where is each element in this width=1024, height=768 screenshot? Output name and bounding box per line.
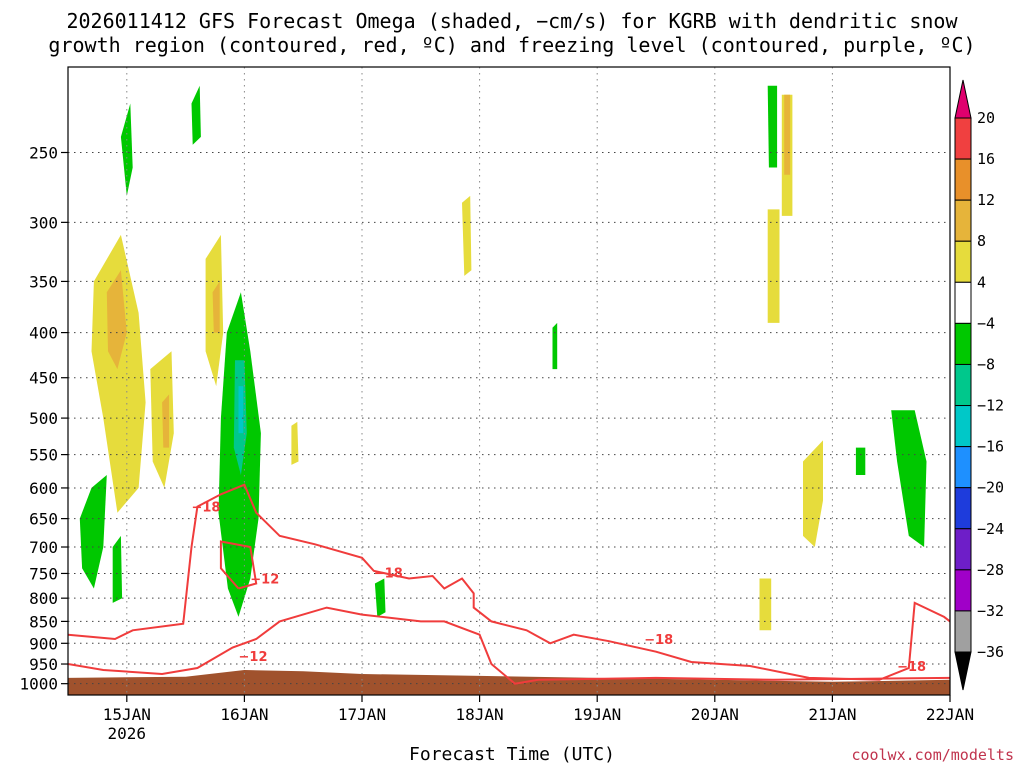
omega-shading [79,85,927,631]
y-tick-label-11: 800 [29,589,58,608]
source-credit[interactable]: coolwx.com/modelts [851,746,1014,764]
dgz-contours: −18 −18 −18 −18 −12 −12 [68,483,950,685]
dgz-contour-label-0-1: −18 [374,566,403,581]
colorbar-swatch-3 [954,199,972,242]
terrain-fill [68,670,950,695]
omega-region-13 [291,421,299,465]
dgz-contour-1 [68,606,950,685]
plot-background [68,67,950,695]
chart-title-line-2: growth region (contoured, red, ºC) and f… [48,33,976,57]
dgz-contour-0 [68,483,950,681]
colorbar-label-9: −20 [977,479,1004,497]
omega-region-7 [162,394,170,448]
colorbar-label-5: −4 [977,314,995,332]
x-tick-label-6: 21JAN [808,705,856,724]
colorbar-swatch-2 [954,158,972,201]
dgz-contour-label-1-1: −12 [239,650,268,665]
omega-region-16 [552,322,558,370]
colorbar-swatch-4 [954,240,972,283]
y-tick-label-12: 850 [29,612,58,631]
y-tick-label-13: 900 [29,634,58,653]
x-tick-label-1: 16JAN [220,705,268,724]
colorbar-swatch-11 [954,528,972,571]
omega-region-2 [120,103,133,196]
y-tick-label-7: 600 [29,479,58,498]
omega-region-3 [191,85,201,145]
omega-region-22 [759,578,772,631]
x-tick-sublabel-0: 2026 [108,724,147,743]
x-tick-label-2: 17JAN [338,705,386,724]
y-tick-label-3: 400 [29,324,58,343]
colorbar-swatch-10 [954,487,972,530]
omega-region-23 [891,410,927,547]
colorbar-cap-bottom [954,651,972,691]
omega-region-21 [803,440,823,547]
colorbar-swatch-8 [954,405,972,448]
colorbar-label-6: −8 [977,355,995,373]
dgz-contour-label-0-2: −18 [644,633,673,648]
colorbar-swatch-1 [954,117,972,160]
y-tick-label-14: 950 [29,655,58,674]
dgz-contour-label-0-3: −18 [897,660,926,675]
colorbar-swatch-5 [954,281,972,324]
omega-region-6 [150,351,174,488]
colorbar-swatch-6 [954,322,972,365]
y-tick-label-9: 700 [29,538,58,557]
y-tick-label-5: 500 [29,409,58,428]
colorbar-label-8: −16 [977,438,1004,456]
omega-region-4 [91,234,146,513]
omega-region-9 [212,281,220,333]
omega-region-18 [767,85,778,168]
y-tick-label-2: 350 [29,272,58,291]
chart-title-line-1: 2026011412 GFS Forecast Omega (shaded, −… [66,9,958,33]
x-axis-title: Forecast Time (UTC) [409,744,615,765]
omega-region-20 [784,94,791,175]
y-tick-label-10: 750 [29,564,58,583]
y-tick-label-15: 1000 [19,675,58,694]
omega-region-12 [238,386,244,434]
colorbar-swatch-12 [954,569,972,612]
x-tick-label-3: 18JAN [456,705,504,724]
y-tick-label-8: 650 [29,510,58,529]
omega-region-17 [767,209,780,323]
dgz-contour-2 [219,540,258,590]
x-tick-label-4: 19JAN [573,705,621,724]
omega-region-1 [112,535,123,603]
omega-region-24 [855,447,866,475]
x-tick-label-0: 15JAN [103,705,151,724]
omega-region-0 [79,475,107,589]
plot-frame [67,66,951,696]
colorbar-label-3: 8 [977,232,986,250]
colorbar-swatch-7 [954,363,972,407]
omega-region-15 [462,195,472,276]
colorbar-label-13: −36 [977,643,1004,661]
colorbar-cap-top [954,79,972,119]
colorbar-swatch-9 [954,446,972,489]
dgz-contour-label-0-0: −18 [191,501,220,516]
y-tick-label-0: 250 [29,143,58,162]
terrain-ground [68,670,950,695]
y-axis: 250 300 350 400 450 500 550 600 650 700 750 800 850 9… [19,143,68,694]
colorbar-label-1: 16 [977,150,995,168]
colorbar-swatch-13 [954,610,972,653]
colorbar-label-12: −32 [977,602,1004,620]
y-tick-label-4: 450 [29,369,58,388]
omega-region-5 [106,270,127,370]
colorbar-label-11: −28 [977,561,1004,579]
colorbar-label-2: 12 [977,191,995,209]
x-tick-label-7: 22JAN [926,705,974,724]
y-tick-label-6: 550 [29,446,58,465]
x-tick-label-5: 20JAN [691,705,739,724]
colorbar-label-7: −12 [977,397,1004,415]
y-tick-label-1: 300 [29,213,58,232]
colorbar-label-4: 4 [977,273,986,291]
dgz-contour-label-1-0: −12 [250,573,279,588]
colorbar-label-0: 20 [977,109,995,127]
colorbar-label-10: −24 [977,520,1004,538]
colorbar: 20 16 12 8 4 −4 −8 −12 −16 −20 −24 −28 −32 −36 [954,79,1004,691]
grid-lines [68,67,950,695]
